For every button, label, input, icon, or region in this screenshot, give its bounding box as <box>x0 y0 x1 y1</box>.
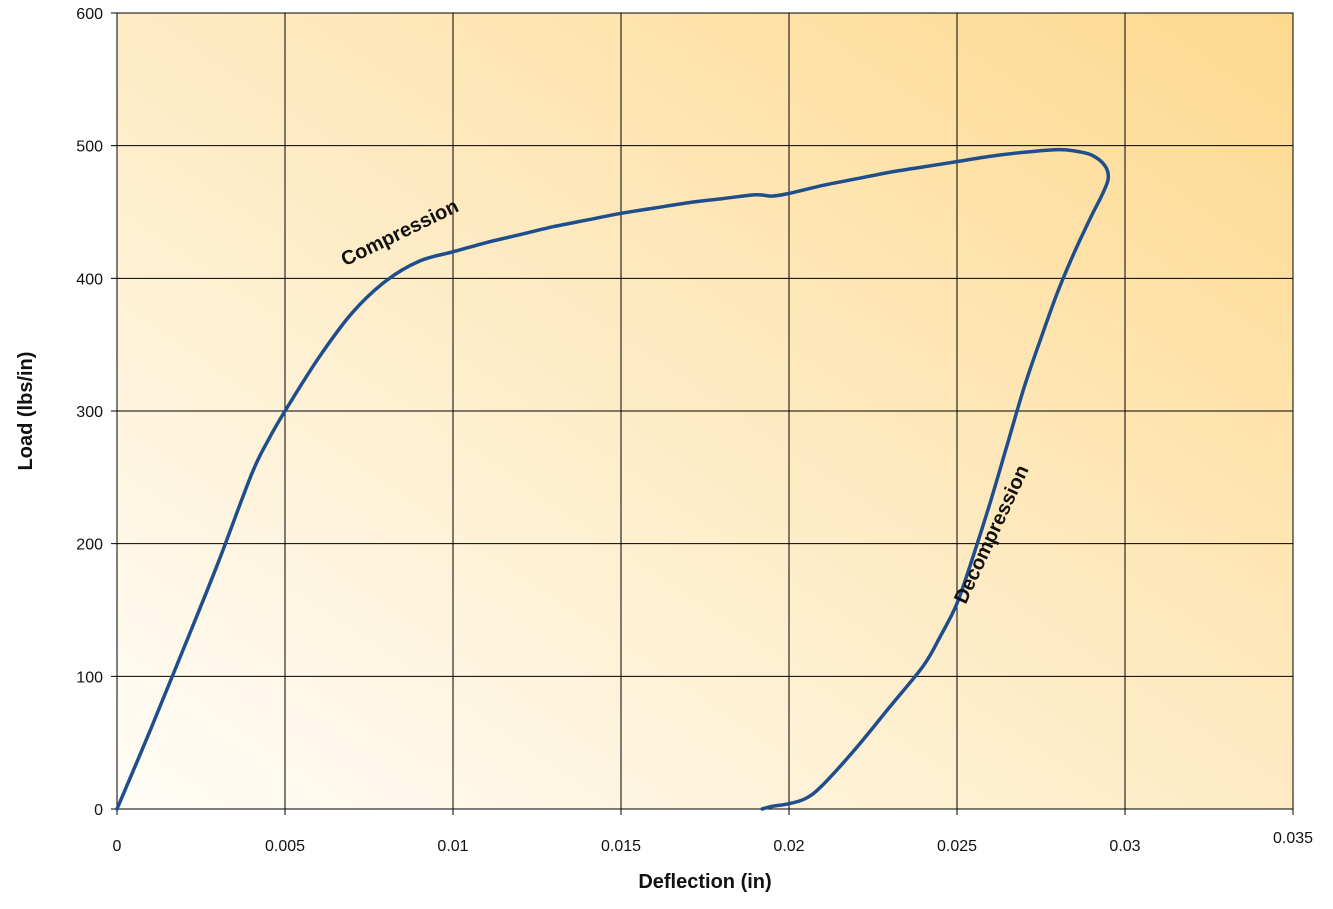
plot-frame <box>116 12 1294 810</box>
y-axis-title: Load (lbs/in) <box>15 352 37 471</box>
x-tick-label: 0.005 <box>265 838 305 855</box>
x-tick-label: 0.01 <box>437 838 468 855</box>
y-tick-label: 600 <box>76 6 103 23</box>
y-tick-label: 100 <box>76 669 103 686</box>
axes: 0 0.005 0.01 0.015 0.02 0.025 0.03 0.035 0 100 200… <box>76 6 1313 855</box>
x-tick-label: 0.03 <box>1109 838 1140 855</box>
x-tick-label: 0.02 <box>773 838 804 855</box>
load-deflection-curve <box>115 147 1111 811</box>
x-axis-title: Deflection (in) <box>638 871 771 893</box>
y-tick-label: 200 <box>76 537 103 554</box>
x-tick-label: 0 <box>113 838 122 855</box>
x-tick-label: 0.035 <box>1273 830 1313 847</box>
x-tick-label: 0.015 <box>601 838 641 855</box>
y-tick-label: 400 <box>76 271 103 288</box>
y-tick-label: 500 <box>76 139 103 156</box>
x-tick-label: 0.025 <box>937 838 977 855</box>
y-tick-label: 300 <box>76 404 103 421</box>
y-tick-label: 0 <box>94 802 103 819</box>
